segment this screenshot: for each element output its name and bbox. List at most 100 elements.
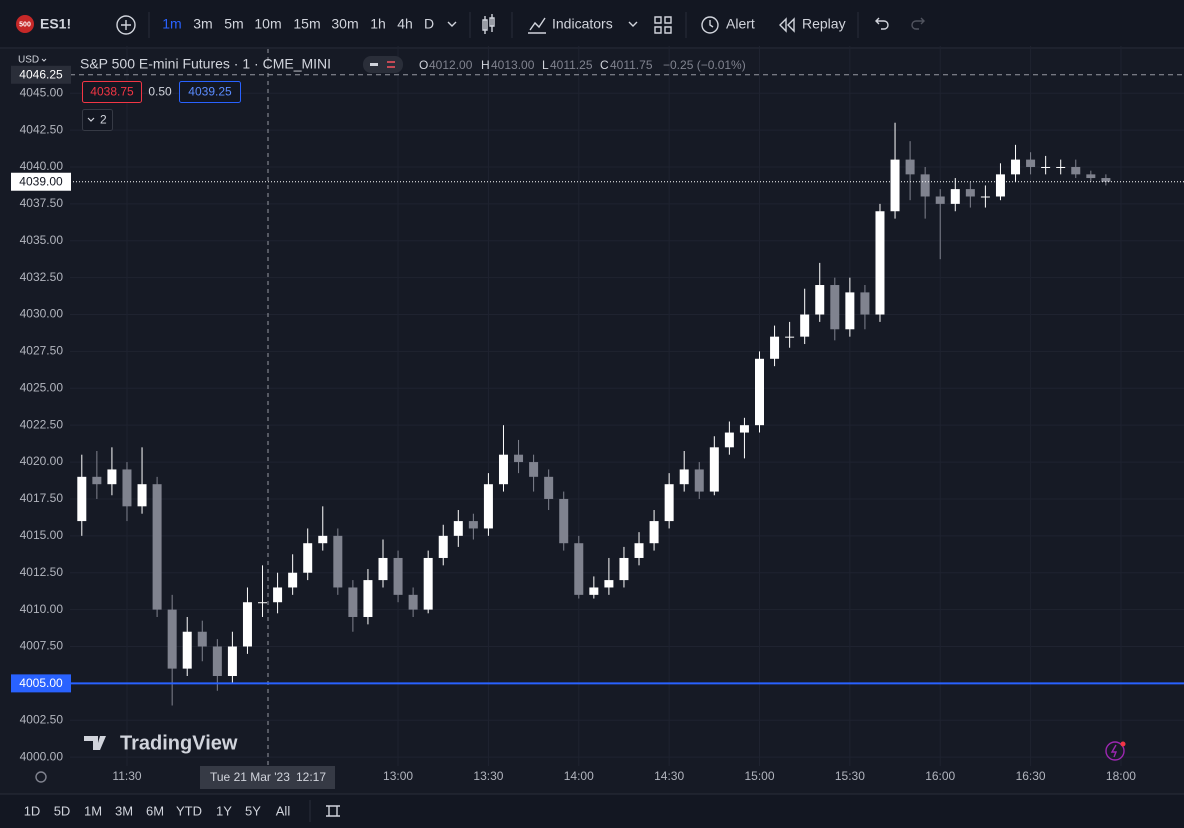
symbol-badge[interactable] [16,15,34,33]
candle-body [694,469,704,492]
candle-body [514,454,524,463]
candle-body [544,476,554,499]
candle-body [649,521,659,544]
chart-type-icon[interactable] [482,14,495,34]
candle-body [634,543,644,558]
interval-button[interactable]: 10m [254,16,281,32]
compare-icon[interactable] [116,15,136,35]
collapse-chevron [87,117,95,122]
candle-body [122,469,132,507]
legend-l: 4011.25 [550,58,593,72]
candle-body [77,476,87,522]
y-tick-label: 4015.00 [20,528,64,542]
indicators-button[interactable]: Indicators [552,16,613,32]
interval-button[interactable]: D [424,16,434,32]
price-label: 4039.00 [19,174,63,188]
candle-body [363,580,373,617]
candle-body [107,469,117,485]
y-tick-label: 4010.00 [20,602,64,616]
x-tick-label: 18:00 [1106,769,1136,783]
candle-body [393,557,403,595]
candle-body [273,587,283,603]
collapse-box[interactable] [82,109,113,131]
currency[interactable]: USD [18,55,39,66]
interval-chevron[interactable] [447,21,457,27]
alert-button[interactable]: Alert [726,16,755,32]
interval-button[interactable]: 4h [397,16,413,32]
candle-body [724,432,734,448]
candle-body [1056,166,1066,168]
x-tick-label: 16:30 [1016,769,1046,783]
candle-body [890,159,900,212]
candle-body [152,484,162,610]
candle-body [1011,159,1021,175]
candle-body [92,476,102,485]
range-button[interactable]: 1D [24,803,41,818]
range-button[interactable]: 1Y [216,803,232,818]
price-label-box [11,674,71,693]
legend-h: 4013.00 [491,58,535,72]
interval-button[interactable]: 30m [331,16,358,32]
currency-chevron [41,58,47,62]
legend-change: −0.25 (−0.01%) [663,58,746,72]
interval-button[interactable]: 15m [293,16,320,32]
alert-icon [701,16,719,34]
range-button[interactable]: 5Y [245,803,261,818]
redo-icon[interactable] [911,17,925,30]
candle-body [529,462,539,477]
candle-body [1026,159,1036,167]
candle-body [212,646,222,676]
ask-box[interactable] [179,81,241,103]
replay-button[interactable]: Replay [802,16,846,32]
spread: 0.50 [148,85,172,99]
layouts-icon[interactable] [654,16,672,34]
candle-body [1041,166,1051,168]
y-tick-label: 4017.50 [20,491,64,505]
interval-button[interactable]: 1h [370,16,386,32]
legend-status[interactable] [363,56,403,73]
interval-button[interactable]: 1m [162,16,181,32]
y-tick-label: 4032.50 [20,270,64,284]
candle-body [408,594,418,610]
candle-body [559,498,569,544]
range-button[interactable]: YTD [176,803,202,818]
plot-area: 4000.00 4002.50 4005.00 4007.50 4010.00 4012.… [0,46,1184,794]
y-tick-label: 4002.50 [20,712,64,726]
range-button[interactable]: 1M [84,803,102,818]
candle-body [875,211,885,315]
candle-body [589,587,599,595]
crosshair-time: 12:17 [296,770,326,784]
lightning-icon[interactable] [1105,741,1125,761]
candle-body [1086,174,1096,179]
candle-body [709,447,719,492]
candle-body [258,602,268,604]
bid-box[interactable] [82,81,142,103]
range-bar: 1D 5D 1M 3M 6M YTD 1Y 5Y All [24,803,291,818]
range-button[interactable]: 6M [146,803,164,818]
x-tick-label: 14:00 [564,769,594,783]
candle-body [453,521,463,536]
compare-range-icon[interactable] [326,805,340,817]
range-button[interactable]: 5D [54,803,71,818]
symbol[interactable]: ES1! [40,16,71,32]
candle-body [935,196,945,204]
candle-body [770,336,780,359]
interval-button[interactable]: 3m [193,16,212,32]
legend-h-label: H [481,58,490,72]
undo-icon[interactable] [875,17,889,30]
settings-icon[interactable] [35,771,47,783]
candle-body [498,454,508,485]
y-tick-label: 4035.00 [20,233,64,247]
indicators-chevron[interactable] [628,21,638,27]
candle-body [348,587,358,617]
lightning-bolt [1110,744,1118,758]
candle-body [318,535,328,544]
range-button[interactable]: All [276,803,291,818]
y-tick-label: 4037.50 [20,196,64,210]
candle-body [664,484,674,522]
interval-button[interactable]: 5m [224,16,243,32]
range-button[interactable]: 3M [115,803,133,818]
candle-body [197,631,207,647]
x-tick-label: 13:30 [473,769,503,783]
symbol-badge-text: 500 [19,21,31,28]
